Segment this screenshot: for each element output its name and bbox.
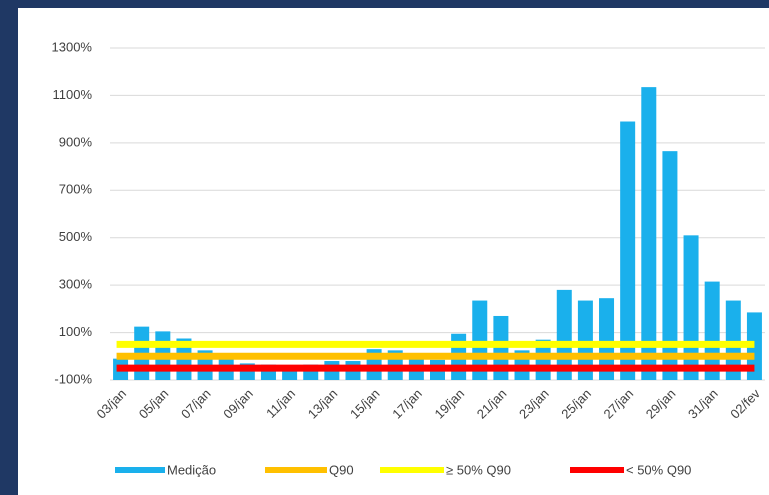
y-tick-label: 1100%: [52, 87, 92, 102]
legend-label: ≥ 50% Q90: [446, 462, 511, 477]
legend-label: Medição: [167, 462, 216, 477]
legend-label: Q90: [329, 462, 354, 477]
bar: [472, 300, 488, 380]
y-tick-label: -100%: [54, 371, 92, 386]
legend-label: < 50% Q90: [626, 462, 691, 477]
chart-background: [18, 8, 769, 495]
y-tick-label: 1300%: [52, 39, 93, 54]
bar: [662, 151, 678, 380]
y-tick-label: 900%: [59, 134, 93, 149]
bar: [725, 300, 741, 380]
y-tick-label: 700%: [59, 182, 93, 197]
y-tick-label: 500%: [59, 229, 93, 244]
bar: [493, 315, 509, 380]
bar: [620, 121, 636, 380]
y-tick-label: 300%: [59, 277, 93, 292]
bar: [641, 87, 657, 380]
bar: [577, 300, 593, 380]
y-tick-label: 100%: [59, 324, 93, 339]
